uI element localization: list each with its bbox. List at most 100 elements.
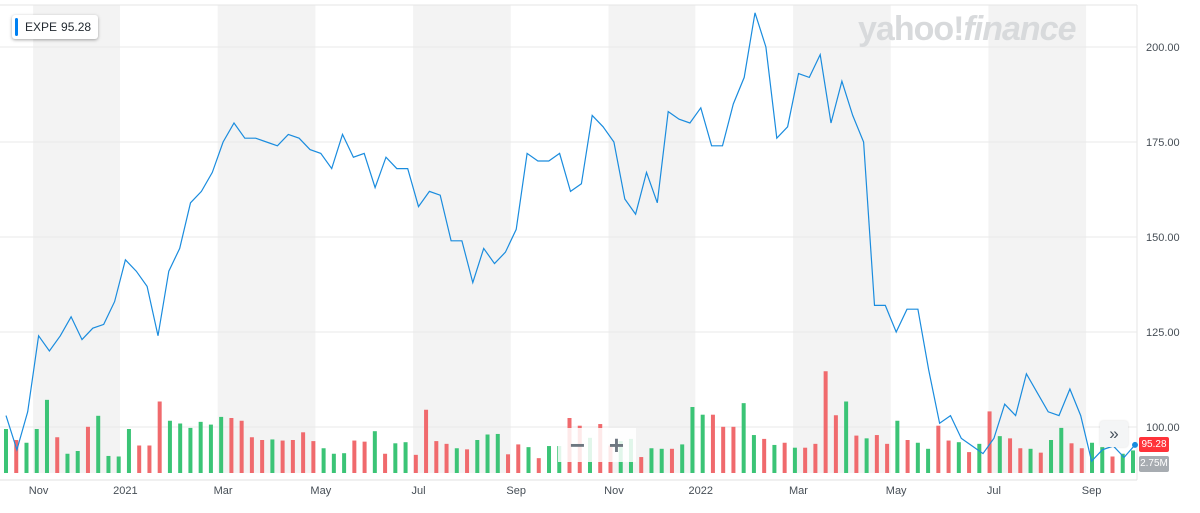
volume-bar	[526, 447, 531, 473]
volume-bar	[4, 429, 8, 473]
last-price-dot	[1132, 441, 1138, 448]
volume-bar	[659, 448, 664, 473]
volume-bar	[106, 455, 111, 473]
volume-bar	[680, 444, 685, 473]
y-axis: 100.00 125.00 150.00 175.00 200.00	[1146, 42, 1180, 434]
volume-bar	[342, 453, 347, 473]
volume-bar	[24, 442, 29, 473]
volume-bar	[823, 371, 828, 473]
volume-bar	[854, 435, 859, 473]
volume-bar	[126, 429, 131, 473]
volume-bar	[198, 421, 203, 473]
volume-bar	[290, 440, 295, 473]
volume-bar	[270, 439, 275, 473]
last-volume-tag: 2.75M	[1139, 456, 1169, 472]
y-tick-label: 200.00	[1146, 42, 1180, 54]
volume-bar	[465, 449, 470, 473]
volume-bar	[1018, 448, 1023, 473]
volume-bar	[1100, 447, 1105, 473]
volume-bar	[147, 445, 152, 473]
volume-bar	[485, 434, 490, 473]
month-band	[217, 5, 316, 473]
zoom-controls: − +	[558, 428, 636, 462]
ticker-price: 95.28	[61, 20, 92, 34]
volume-bar	[444, 443, 449, 473]
volume-bar	[751, 435, 756, 473]
month-band	[988, 5, 1087, 473]
volume-bar	[229, 418, 234, 473]
volume-bar	[331, 453, 336, 473]
volume-bar	[833, 415, 838, 473]
volume-bar	[844, 401, 849, 473]
volume-bar	[516, 444, 521, 473]
volume-bar	[967, 452, 972, 473]
volume-bar	[424, 409, 429, 473]
volume-bar	[864, 438, 869, 473]
x-tick-label: 2022	[689, 485, 713, 497]
volume-bar	[772, 444, 777, 473]
volume-bar	[792, 447, 797, 473]
volume-bar	[710, 414, 715, 473]
volume-bar	[731, 426, 736, 473]
volume-bar	[956, 442, 961, 473]
volume-bar	[1069, 443, 1074, 473]
month-band	[413, 5, 511, 473]
volume-bar	[454, 448, 459, 473]
volume-bar	[803, 447, 808, 473]
volume-bar	[926, 448, 931, 473]
volume-bar	[321, 448, 326, 473]
volume-bar	[669, 448, 674, 473]
volume-bar	[1059, 427, 1064, 473]
x-tick-label: Sep	[1082, 485, 1102, 497]
horizontal-gridlines	[0, 4, 1138, 480]
volume-bar	[782, 442, 787, 473]
volume-bar	[208, 424, 213, 473]
zoom-out-button[interactable]: −	[569, 430, 586, 460]
volume-bar	[1008, 438, 1013, 473]
volume-bar	[352, 440, 357, 473]
volume-bar	[362, 441, 367, 473]
volume-bar	[178, 423, 183, 473]
volume-bar	[475, 440, 480, 473]
volume-bar	[137, 445, 142, 473]
scroll-forward-button[interactable]: »	[1100, 421, 1128, 447]
volume-bar	[1049, 440, 1054, 473]
volume-bar	[977, 443, 982, 473]
x-axis: Nov 2021 Mar May Jul Sep Nov 2022 Mar May Jul Sep	[0, 479, 1137, 497]
y-tick-label: 150.00	[1146, 232, 1180, 244]
x-tick-label: Jul	[987, 485, 1001, 497]
volume-bar	[372, 431, 377, 473]
volume-bar	[260, 440, 265, 473]
volume-bar	[885, 443, 890, 473]
month-band	[608, 5, 696, 473]
y-tick-label: 125.00	[1146, 327, 1180, 339]
x-tick-label: 2021	[113, 485, 137, 497]
x-tick-label: Jul	[411, 485, 425, 497]
volume-bar	[1090, 442, 1095, 473]
x-tick-label: May	[310, 485, 331, 497]
ticker-badge[interactable]: EXPE 95.28	[12, 15, 99, 39]
volume-bar	[649, 448, 654, 473]
volume-bar	[987, 411, 992, 473]
volume-bar	[34, 429, 39, 473]
volume-bar	[85, 426, 90, 473]
volume-bar	[1079, 448, 1084, 473]
volume-bar	[434, 441, 439, 473]
volume-bar	[1120, 453, 1125, 473]
volume-bar	[280, 440, 285, 473]
volume-bar	[946, 440, 951, 473]
zoom-in-button[interactable]: +	[608, 430, 625, 460]
volume-bar	[547, 446, 552, 473]
volume-bar	[393, 443, 398, 473]
month-bands	[33, 5, 1137, 473]
volume-bar	[1038, 452, 1043, 473]
volume-bar	[65, 453, 70, 473]
volume-bar	[700, 414, 705, 473]
volume-bar	[1028, 448, 1033, 473]
volume-bar	[55, 437, 60, 473]
volume-bar	[249, 437, 254, 473]
ticker-symbol: EXPE	[25, 20, 58, 34]
volume-bar	[1131, 450, 1135, 473]
volume-bar	[936, 425, 941, 473]
